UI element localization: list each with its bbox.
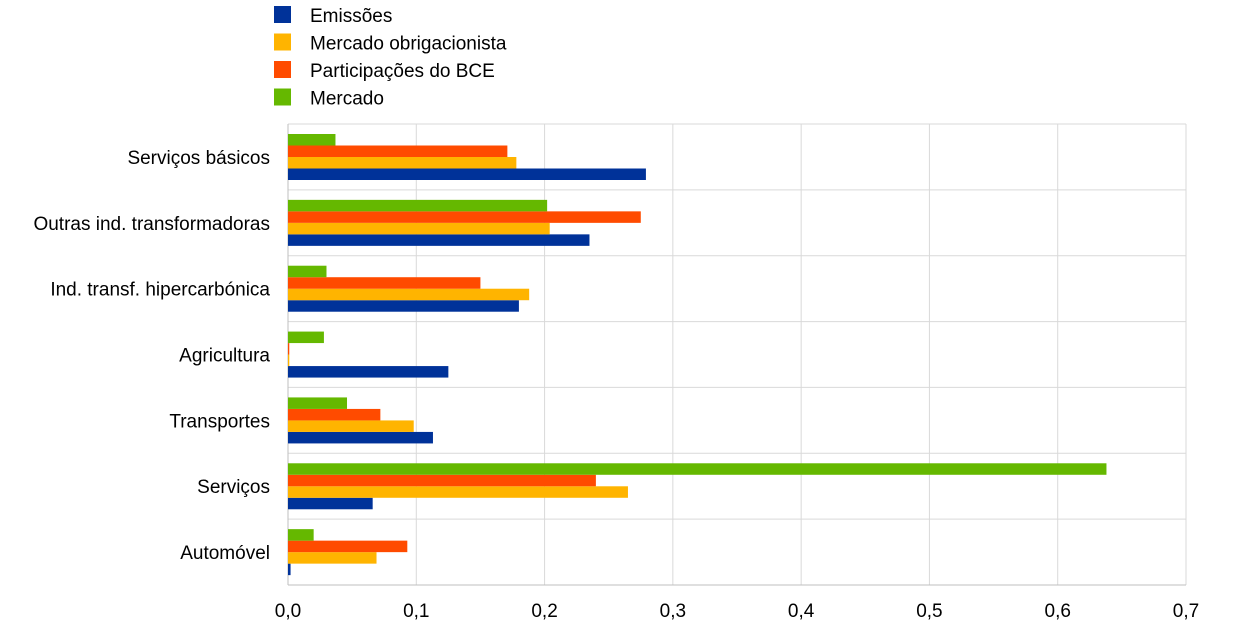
bar <box>288 222 550 235</box>
category-label: Outras ind. transformadoras <box>33 214 270 235</box>
bar <box>288 134 336 146</box>
bar <box>288 168 646 180</box>
bar <box>288 474 596 487</box>
bar <box>288 529 314 541</box>
bar <box>288 277 481 289</box>
category-label: Transportes <box>169 411 270 432</box>
bar <box>288 343 290 355</box>
bar <box>288 288 530 301</box>
bar <box>288 497 373 510</box>
category-label: Agricultura <box>179 346 270 367</box>
x-tick-label: 0,0 <box>275 601 301 622</box>
bars <box>288 134 1107 576</box>
x-tick-label: 0,7 <box>1173 601 1199 622</box>
bar <box>288 234 590 246</box>
bar <box>288 486 628 498</box>
legend-swatch <box>274 6 291 23</box>
legend-label: Emissões <box>310 6 392 27</box>
x-tick-label: 0,1 <box>403 601 429 622</box>
category-label: Automóvel <box>180 543 270 564</box>
legend-swatch <box>274 61 291 78</box>
category-label: Serviços básicos <box>127 148 270 169</box>
legend-label: Mercado <box>310 89 384 110</box>
bar <box>288 552 377 564</box>
legend-swatch <box>274 88 291 106</box>
category-axis-labels: Serviços básicos Outras ind. transformado… <box>33 148 270 564</box>
legend: Emissões Mercado obrigacionista Participaç… <box>274 6 507 110</box>
bar <box>288 265 327 278</box>
bar <box>288 563 291 576</box>
bar <box>288 408 381 421</box>
legend-label: Participações do BCE <box>310 61 495 82</box>
bar <box>288 463 1107 475</box>
bar <box>288 145 508 157</box>
category-label: Ind. transf. hipercarbónica <box>50 280 270 301</box>
category-label: Serviços <box>197 477 270 498</box>
x-tick-label: 0,6 <box>1045 601 1071 622</box>
bar <box>288 300 519 312</box>
value-axis-ticks: 0,0 0,1 0,2 0,3 0,4 0,5 0,6 0,7 <box>275 601 1199 622</box>
bar <box>288 157 517 169</box>
bar <box>288 366 449 378</box>
legend-swatch <box>274 33 291 51</box>
x-tick-label: 0,3 <box>660 601 686 622</box>
bar <box>288 540 408 553</box>
x-tick-label: 0,2 <box>531 601 557 622</box>
bar <box>288 354 290 367</box>
bar <box>288 420 414 432</box>
x-tick-label: 0,5 <box>916 601 942 622</box>
bar <box>288 199 548 212</box>
bar <box>288 331 324 344</box>
legend-label: Mercado obrigacionista <box>310 34 507 55</box>
gridlines <box>287 123 1187 586</box>
bar <box>288 431 433 444</box>
x-tick-label: 0,4 <box>788 601 815 622</box>
bar <box>288 397 348 409</box>
bar <box>288 211 641 223</box>
